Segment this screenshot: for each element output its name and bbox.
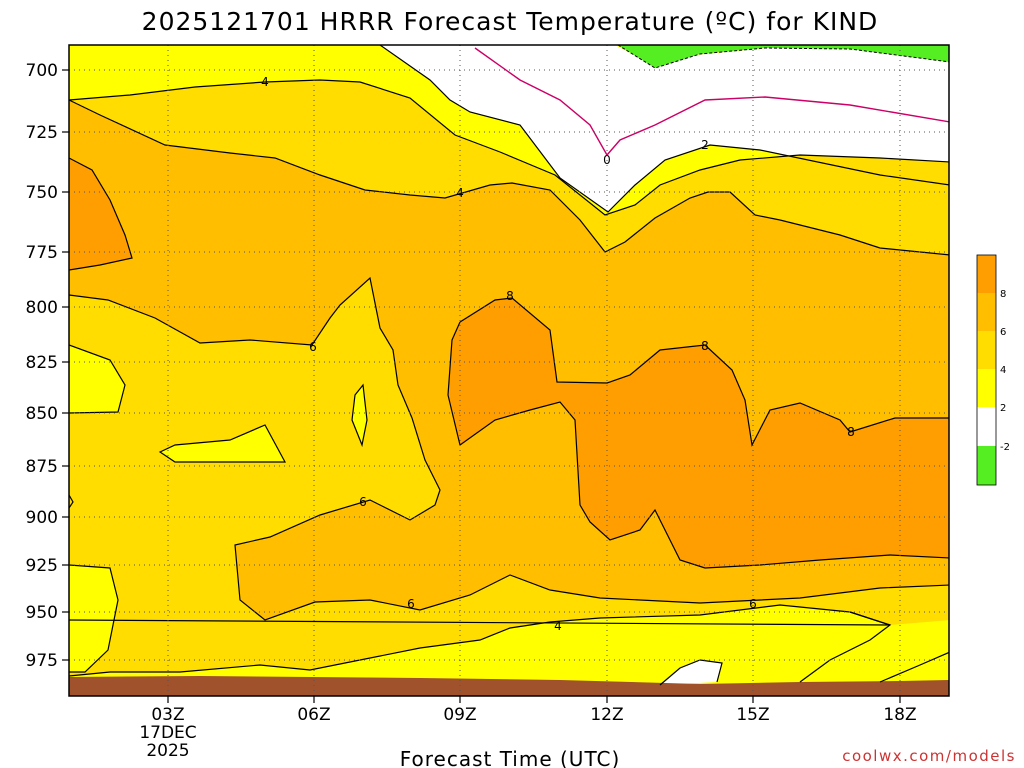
y-tick-label: 850: [26, 404, 58, 424]
chart-title: 2025121701 HRRR Forecast Temperature (ºC…: [142, 7, 879, 36]
colorbar-frame: [976, 254, 997, 486]
y-tick-label: 925: [26, 556, 58, 576]
contour-label: 4: [456, 186, 464, 200]
y-tick-label: 950: [26, 603, 58, 623]
colorbar-label: -2: [1000, 442, 1010, 453]
contour-label: 8: [506, 289, 514, 303]
x-tick-label: 03Z: [151, 705, 184, 725]
contour-label: 2: [701, 138, 709, 152]
contour-lines: [69, 45, 949, 686]
colorbar-label: 2: [1000, 403, 1006, 414]
island-yellow-centre: [160, 425, 285, 462]
contour-label: 6: [407, 597, 415, 611]
y-tick-label: 725: [26, 123, 58, 143]
contour-label: 8: [847, 425, 855, 439]
contour-label: 8: [701, 339, 709, 353]
colorbar-below-minus2: [977, 446, 996, 485]
band-above-8-left: [69, 158, 132, 270]
contour-label: 6: [359, 495, 367, 509]
y-tick-label: 800: [26, 298, 58, 318]
x-tick-label: 06Z: [297, 705, 330, 725]
colorbar-above8: [977, 255, 996, 293]
x-tick-label: 12Z: [590, 705, 623, 725]
x-date-year: 2025: [146, 741, 189, 761]
island-yellow-bottom-left: [69, 565, 118, 672]
colorbar-4to6: [977, 331, 996, 369]
colorbar-minus2to2: [977, 407, 996, 446]
colorbar-label: 8: [1000, 289, 1006, 300]
colorbar-6to8: [977, 293, 996, 331]
colorbar: 8 6 4 2 -2: [976, 254, 1010, 486]
x-date-month: 17DEC: [139, 723, 196, 743]
contour-label: 6: [309, 340, 317, 354]
contour-zero: [474, 47, 949, 157]
contour-label: 6: [749, 597, 757, 611]
x-tick-label: 15Z: [736, 705, 769, 725]
x-axis: [167, 696, 901, 703]
band-above-8-main: [448, 298, 949, 568]
y-tick-label: 975: [26, 651, 58, 671]
x-tick-labels: 03Z 06Z 09Z 12Z 15Z 18Z 17DEC 2025: [139, 705, 916, 761]
colorbar-label: 4: [1000, 365, 1006, 376]
band-minus2-to-2: [380, 45, 949, 212]
colorbar-label: 6: [1000, 327, 1006, 338]
band-white-bottom: [660, 660, 722, 685]
island-yellow-small: [352, 385, 367, 445]
y-tick-label: 775: [26, 243, 58, 263]
x-axis-label: Forecast Time (UTC): [400, 747, 621, 768]
y-tick-label: 875: [26, 457, 58, 477]
colorbar-2to4: [977, 369, 996, 407]
y-tick-labels: 700 725 750 775 800 825 850 875 900 925 …: [26, 61, 58, 671]
y-tick-label: 825: [26, 353, 58, 373]
credit-link[interactable]: coolwx.com/models: [842, 747, 1016, 765]
contour-label: 4: [261, 75, 269, 89]
plot-area: [69, 45, 949, 696]
grid: [69, 45, 949, 696]
contour-label: 0: [603, 153, 611, 167]
contour-labels: 4 4 0 2 8 6 8 8 6 6 6 4: [261, 75, 855, 633]
x-tick-label: 18Z: [883, 705, 916, 725]
plot-frame: [68, 44, 950, 697]
y-axis: [62, 69, 69, 661]
y-tick-label: 900: [26, 508, 58, 528]
x-tick-label: 09Z: [443, 705, 476, 725]
y-tick-label: 700: [26, 61, 58, 81]
contour-label: 4: [554, 619, 562, 633]
ground: [69, 676, 949, 696]
contour-minus2: [617, 45, 949, 69]
y-tick-label: 750: [26, 183, 58, 203]
